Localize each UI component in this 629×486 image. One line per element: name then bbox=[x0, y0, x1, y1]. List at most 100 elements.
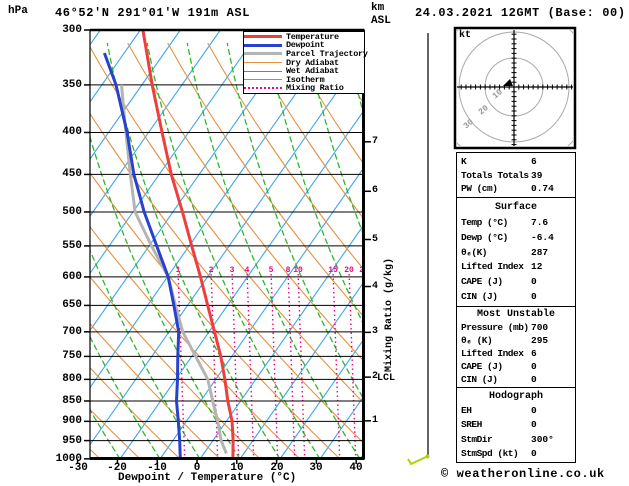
indices-row-label: EH bbox=[461, 405, 472, 417]
indices-row-value: 287 bbox=[531, 246, 549, 258]
temp-tick-label: -20 bbox=[107, 462, 127, 474]
mixing-ratio-line bbox=[210, 273, 219, 458]
hodograph-unit-label: kt bbox=[459, 30, 472, 41]
legend-item: Wet Adiabat bbox=[244, 66, 364, 76]
temp-tick-label: 0 bbox=[193, 462, 201, 474]
temp-tick-label: 30 bbox=[309, 462, 323, 474]
mixing-ratio-line bbox=[332, 273, 341, 458]
dry-adiabat-line bbox=[90, 112, 363, 444]
dry-adiabat-line bbox=[247, 42, 363, 219]
indices-row-label: θₑ (K) bbox=[461, 335, 493, 346]
indices-row-value: 0.74 bbox=[531, 183, 554, 195]
dry-adiabat-line bbox=[207, 42, 363, 270]
indices-box-hodograph: Hodograph EH 0 SREH 0 StmDir 300° StmSpd (kt) 0 bbox=[456, 387, 576, 463]
mixing-ratio-label: 1 bbox=[176, 266, 181, 275]
temp-tick-label: -30 bbox=[68, 462, 88, 474]
mixing-ratio-line bbox=[297, 273, 306, 458]
wet-adiabat-line bbox=[146, 42, 321, 459]
wet-adiabat-line bbox=[266, 42, 363, 325]
indices-row-label: Lifted Index bbox=[461, 348, 524, 359]
dry-adiabat-line bbox=[90, 226, 301, 459]
indices-row-label: CIN (J) bbox=[461, 374, 498, 385]
indices-row: Lifted Index 12 bbox=[457, 261, 575, 272]
indices-box-surface: Surface Temp (°C) 7.6 Dewp (°C) -6.4 θₑ(K) 287… bbox=[456, 197, 576, 307]
indices-row-label: CAPE (J) bbox=[461, 361, 503, 372]
indices-row-value: 0 bbox=[531, 447, 537, 459]
indices-row: StmSpd (kt) 0 bbox=[457, 448, 575, 459]
surface-wind-barb bbox=[407, 455, 428, 466]
datetime-label: 24.03.2021 12GMT (Base: 00) bbox=[415, 6, 626, 20]
temp-tick-label: -10 bbox=[147, 462, 167, 474]
legend-swatch-temperature bbox=[244, 35, 282, 39]
indices-row-value: 0 bbox=[531, 361, 537, 372]
km-tick-label: 2 bbox=[372, 371, 379, 382]
mixing-ratio-label: 20 bbox=[344, 266, 354, 275]
pressure-tick-label: 550 bbox=[62, 240, 82, 252]
pressure-tick-label: 500 bbox=[62, 206, 82, 218]
indices-row-value: 6 bbox=[531, 155, 537, 167]
legend-label: Parcel Trajectory bbox=[286, 48, 368, 59]
legend-swatch-parcel-trajectory bbox=[244, 52, 282, 56]
mixing-ratio-label: 10 bbox=[293, 266, 303, 275]
pressure-tick-label: 600 bbox=[62, 271, 82, 283]
pressure-unit-label: hPa bbox=[8, 5, 28, 17]
mixing-ratio-label: 25 bbox=[359, 266, 369, 275]
mixing-ratio-line bbox=[270, 273, 279, 458]
indices-row: Dewp (°C) -6.4 bbox=[457, 232, 575, 243]
pressure-tick-label: 800 bbox=[62, 373, 82, 385]
km-tick-label: 5 bbox=[372, 234, 379, 245]
temperature-curve bbox=[141, 30, 235, 459]
temp-tick-label: 10 bbox=[230, 462, 244, 474]
indices-row-label: SREH bbox=[461, 419, 482, 431]
legend-item: Isotherm bbox=[244, 75, 364, 85]
pressure-tick-label: 950 bbox=[62, 435, 82, 447]
indices-row-label: θₑ(K) bbox=[461, 246, 488, 258]
indices-row-label: PW (cm) bbox=[461, 183, 498, 195]
isotherm-line bbox=[0, 30, 20, 459]
km-tick-label: 7 bbox=[372, 136, 379, 147]
pressure-tick-label: 400 bbox=[62, 126, 82, 138]
indices-row: Temp (°C) 7.6 bbox=[457, 217, 575, 228]
isotherm-line bbox=[90, 30, 261, 275]
indices-row: CAPE (J) 0 bbox=[457, 276, 575, 287]
indices-row: CIN (J) 0 bbox=[457, 291, 575, 302]
indices-row-label: Dewp (°C) bbox=[461, 231, 508, 243]
pressure-tick-label: 350 bbox=[62, 79, 82, 91]
legend: Temperature Dewpoint Parcel Trajectory Dry … bbox=[243, 31, 368, 94]
indices-row-value: 39 bbox=[531, 169, 543, 181]
indices-row-label: Temp (°C) bbox=[461, 216, 508, 228]
isotherm-line bbox=[119, 110, 363, 459]
dry-adiabat-line bbox=[90, 45, 363, 404]
indices-row-value: 6 bbox=[531, 348, 537, 359]
indices-row-value: -6.4 bbox=[531, 231, 554, 243]
indices-row-label: Lifted Index bbox=[461, 261, 524, 273]
wet-adiabat-line bbox=[186, 42, 361, 459]
dry-adiabat-line bbox=[90, 172, 341, 459]
pressure-tick-label: 900 bbox=[62, 415, 82, 427]
dry-adiabat-line bbox=[90, 276, 261, 459]
isotherm-line bbox=[199, 225, 363, 459]
indices-row-value: 0 bbox=[531, 374, 537, 385]
parcel-trajectory-curve bbox=[120, 84, 228, 455]
dewpoint-curve bbox=[102, 52, 182, 459]
indices-row-label: CIN (J) bbox=[461, 291, 498, 303]
hodograph-ring-label: 30 bbox=[462, 117, 476, 131]
pressure-tick-label: 1000 bbox=[55, 453, 82, 465]
indices-row: CIN (J) 0 bbox=[457, 374, 575, 385]
indices-row: StmDir 300° bbox=[457, 434, 575, 445]
km-tick-label: 6 bbox=[372, 185, 379, 196]
pressure-tick-label: 450 bbox=[62, 168, 82, 180]
mixing-ratio-line bbox=[287, 273, 296, 458]
mixing-ratio-label: 5 bbox=[269, 266, 274, 275]
legend-label: Temperature bbox=[286, 31, 339, 42]
indices-box-most-unstable: Most Unstable Pressure (mb) 700 θₑ (K) 295 Li… bbox=[456, 306, 576, 388]
isotherm-line bbox=[90, 53, 363, 446]
isotherm-line bbox=[90, 30, 181, 160]
pressure-tick-label: 300 bbox=[62, 24, 82, 36]
legend-label: Dry Adiabat bbox=[286, 57, 339, 68]
indices-row: Totals Totals 39 bbox=[457, 170, 575, 181]
mixing-ratio-label: 2 bbox=[209, 266, 214, 275]
